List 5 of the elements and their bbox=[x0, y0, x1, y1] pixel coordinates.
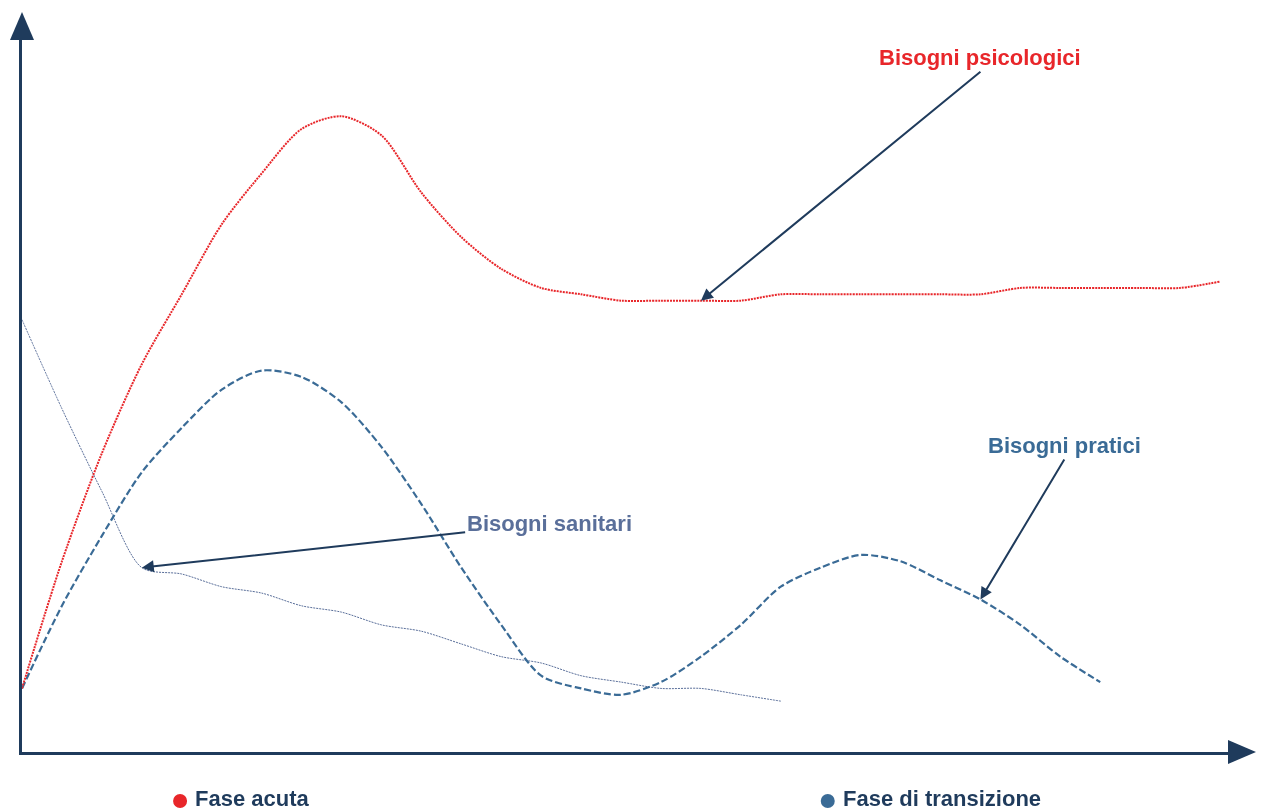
text: Bisogni pratici bbox=[988, 433, 1141, 458]
text: Bisogni sanitari bbox=[467, 511, 633, 536]
text: Bisogni psicologici bbox=[879, 45, 1081, 70]
text: Fase di transizione bbox=[843, 786, 1042, 810]
text: Fase acuta bbox=[195, 786, 310, 810]
